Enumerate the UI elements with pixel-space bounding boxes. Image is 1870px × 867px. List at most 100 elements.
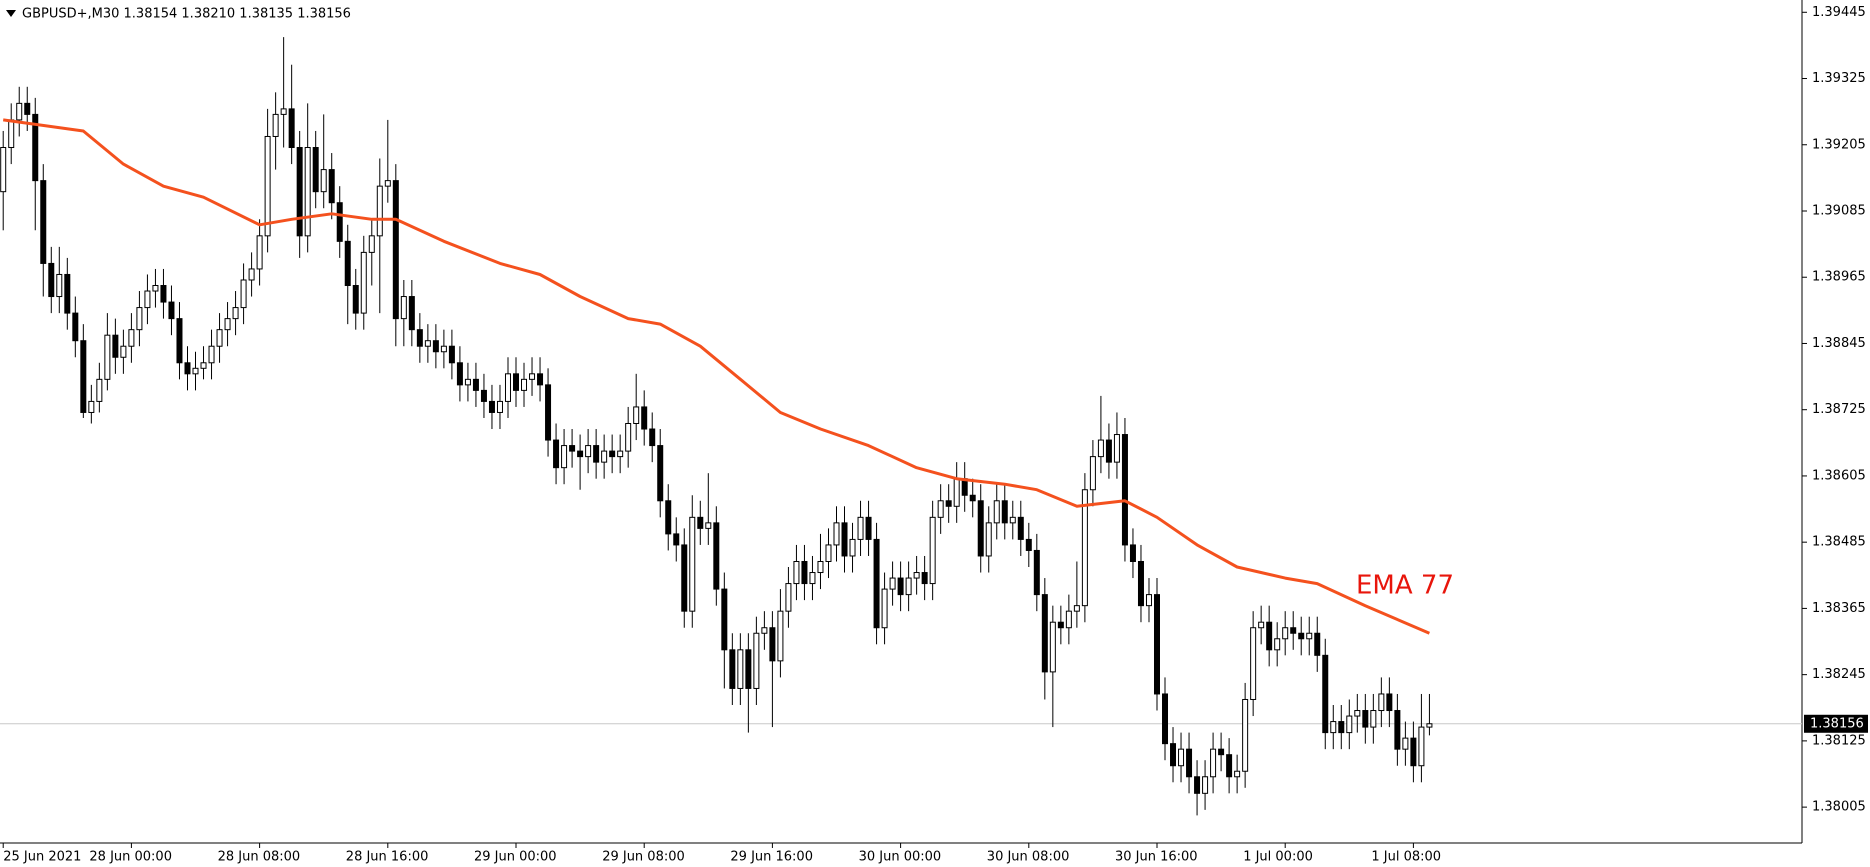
candle-body	[1186, 748, 1193, 778]
y-tick-label: 1.38125	[1812, 733, 1866, 748]
x-tick-label: 1 Jul 00:00	[1243, 850, 1313, 865]
candle-body	[296, 147, 303, 237]
candle-body	[1378, 693, 1385, 712]
candle-body	[753, 632, 760, 689]
candle-body	[881, 588, 888, 629]
candle-body	[1017, 516, 1024, 540]
candle-body	[1234, 770, 1241, 778]
x-tick-label: 28 Jun 00:00	[89, 850, 172, 865]
candle-body	[601, 450, 608, 463]
candle-body	[432, 340, 439, 353]
candle-body	[200, 362, 207, 369]
candle-body	[64, 273, 71, 314]
candle-body	[1089, 456, 1096, 491]
candle-body	[48, 262, 55, 298]
candle-body	[1394, 710, 1401, 750]
candle-body	[649, 428, 656, 447]
candle-body	[1362, 710, 1369, 728]
x-tick-label: 29 Jun 00:00	[474, 850, 557, 865]
candle-body	[665, 500, 672, 535]
candle-body	[985, 522, 992, 557]
x-tick-label: 1 Jul 08:00	[1371, 850, 1441, 865]
candle-body	[937, 500, 944, 518]
candle-body	[456, 362, 463, 386]
candle-body	[1001, 500, 1008, 524]
x-tick-label: 30 Jun 16:00	[1115, 850, 1198, 865]
menu-arrow[interactable]	[6, 10, 16, 17]
candle-body	[1113, 434, 1120, 463]
candle-body	[344, 240, 351, 287]
candle-body	[609, 450, 616, 458]
candle-body	[1306, 632, 1313, 640]
candle-body	[617, 450, 624, 458]
candle-body	[1242, 698, 1249, 772]
price-label: 1.38156	[1810, 716, 1864, 731]
candle-body	[448, 345, 455, 364]
y-tick-label: 1.38965	[1812, 270, 1866, 285]
candle-body	[593, 445, 600, 463]
candle-body	[312, 147, 319, 193]
candle-body	[280, 108, 287, 115]
y-tick-label: 1.38605	[1812, 468, 1866, 483]
candle-body	[641, 406, 648, 430]
candle-body	[1282, 627, 1289, 640]
y-tick-label: 1.38365	[1812, 601, 1866, 616]
candle-body	[929, 516, 936, 585]
candle-body	[705, 522, 712, 529]
candle-body	[1354, 710, 1361, 717]
candle-body	[553, 439, 560, 469]
candle-body	[697, 516, 704, 529]
candle-body	[865, 516, 872, 540]
candle-body	[40, 180, 47, 264]
candle-body	[561, 445, 568, 469]
candle-body	[264, 135, 271, 237]
x-tick-label: 29 Jun 16:00	[730, 850, 813, 865]
candle-body	[841, 522, 848, 557]
candle-body	[360, 251, 367, 314]
candle-body	[969, 494, 976, 502]
candle-body	[336, 202, 343, 242]
candle-body	[160, 285, 167, 303]
candle-body	[633, 406, 640, 425]
candle-body	[240, 279, 247, 309]
candle-body	[168, 301, 175, 320]
candle-body	[721, 588, 728, 651]
chart-title: GBPUSD+,M30 1.38154 1.38210 1.38135 1.38…	[22, 7, 351, 22]
candle-body	[1258, 621, 1265, 629]
price-label-box	[1804, 714, 1868, 733]
candle-body	[1145, 594, 1152, 607]
candle-body	[889, 577, 896, 590]
candle-body	[1057, 621, 1064, 629]
candle-body	[1033, 549, 1040, 596]
candle-body	[849, 538, 856, 557]
candle-body	[1153, 594, 1160, 695]
candle-body	[1386, 693, 1393, 712]
candle-body	[1162, 693, 1169, 745]
candle-body	[1081, 489, 1088, 607]
candle-body	[809, 572, 816, 585]
y-tick-label: 1.39445	[1812, 5, 1866, 20]
candle-body	[1009, 516, 1016, 524]
candle-body	[1298, 632, 1305, 640]
candle-body	[673, 533, 680, 546]
candle-body	[897, 577, 904, 596]
candle-body	[208, 345, 215, 364]
candle-body	[176, 318, 183, 364]
candle-body	[873, 538, 880, 629]
candle-body	[328, 169, 335, 204]
candle-body	[913, 572, 920, 579]
candle-body	[88, 400, 95, 413]
x-tick-label: 28 Jun 08:00	[218, 850, 301, 865]
candle-body	[905, 577, 912, 596]
x-tick-label: 29 Jun 08:00	[602, 850, 685, 865]
candle-body	[529, 373, 536, 380]
candle-body	[416, 329, 423, 347]
candle-body	[737, 649, 744, 689]
candle-body	[24, 102, 31, 115]
candle-body	[1194, 776, 1201, 794]
candle-body	[1073, 605, 1080, 612]
candle-body	[376, 185, 383, 237]
candle-body	[745, 649, 752, 689]
candle-body	[1170, 743, 1177, 767]
candle-body	[545, 384, 552, 441]
